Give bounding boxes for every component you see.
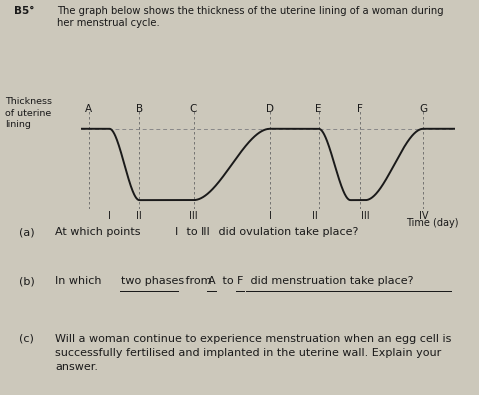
Text: Time (day): Time (day) <box>406 218 459 228</box>
Text: two phases: two phases <box>121 276 184 286</box>
Text: Thickness
of uterine
lining: Thickness of uterine lining <box>5 97 52 130</box>
Text: (b): (b) <box>19 276 35 286</box>
Text: to: to <box>183 227 201 237</box>
Text: At which points: At which points <box>55 227 144 237</box>
Text: B: B <box>136 103 143 114</box>
Text: Will a woman continue to experience menstruation when an egg cell is
successfull: Will a woman continue to experience mens… <box>55 334 452 372</box>
Text: did menstruation take place?: did menstruation take place? <box>247 276 414 286</box>
Text: I: I <box>108 211 111 221</box>
Text: A: A <box>208 276 216 286</box>
Text: from: from <box>182 276 215 286</box>
Text: F: F <box>237 276 243 286</box>
Text: II: II <box>312 211 318 221</box>
Text: did ovulation take place?: did ovulation take place? <box>215 227 358 237</box>
Text: D: D <box>266 103 274 114</box>
Text: I: I <box>175 227 178 237</box>
Text: G: G <box>419 103 427 114</box>
Text: A: A <box>85 103 92 114</box>
Text: III: III <box>201 227 211 237</box>
Text: II: II <box>137 211 142 221</box>
Text: E: E <box>316 103 322 114</box>
Text: (a): (a) <box>19 227 35 237</box>
Text: F: F <box>357 103 363 114</box>
Text: (c): (c) <box>19 334 34 344</box>
Text: III: III <box>361 211 370 221</box>
Text: C: C <box>190 103 197 114</box>
Text: I: I <box>269 211 272 221</box>
Text: The graph below shows the thickness of the uterine lining of a woman during
her : The graph below shows the thickness of t… <box>57 6 444 28</box>
Text: In which: In which <box>55 276 105 286</box>
Text: IV: IV <box>419 211 428 221</box>
Text: III: III <box>189 211 198 221</box>
Text: B5°: B5° <box>14 6 35 16</box>
Text: to: to <box>219 276 237 286</box>
